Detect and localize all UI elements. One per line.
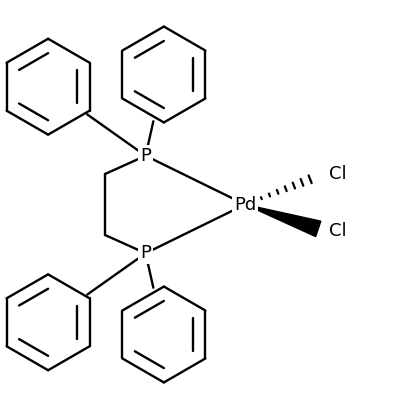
Text: Cl: Cl: [329, 222, 346, 240]
Text: Pd: Pd: [234, 196, 256, 213]
Polygon shape: [245, 204, 321, 236]
Text: Cl: Cl: [329, 165, 346, 183]
Text: P: P: [140, 147, 151, 165]
Text: P: P: [140, 244, 151, 262]
